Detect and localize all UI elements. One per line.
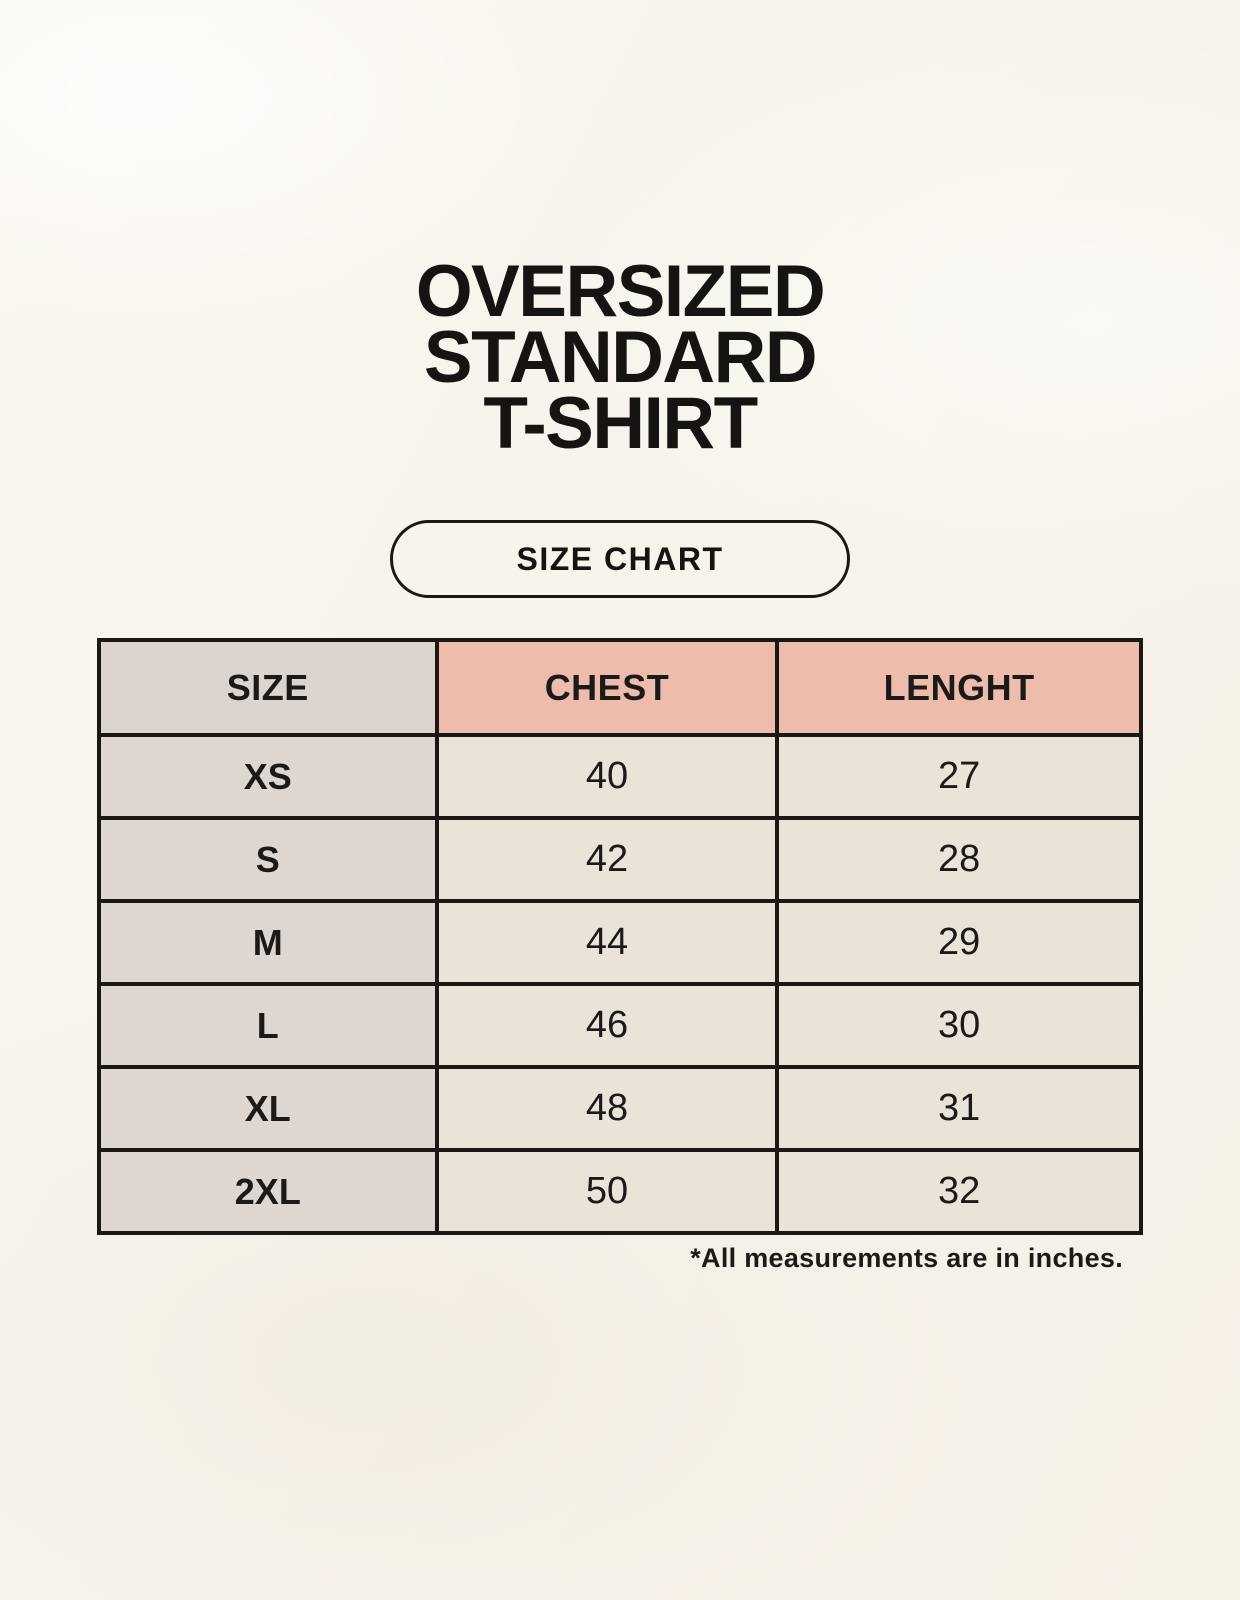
chest-cell: 48 [434, 1065, 780, 1152]
size-cell: XL [97, 1065, 439, 1152]
length-cell: 28 [775, 816, 1143, 903]
product-title: OVERSIZED STANDARD T-SHIRT [0, 251, 1240, 464]
size-cell: 2XL [97, 1148, 439, 1235]
table-row: L 46 30 [97, 982, 1143, 1069]
chest-cell: 42 [434, 816, 780, 903]
size-chart-badge: SIZE CHART [390, 520, 850, 598]
table-row: 2XL 50 32 [97, 1148, 1143, 1235]
size-table: SIZE CHEST LENGHT XS 40 27 S 42 28 M 44 … [97, 638, 1143, 1235]
product-title-line-2: STANDARD [423, 317, 818, 398]
length-cell: 32 [775, 1148, 1143, 1235]
size-cell: XS [97, 733, 439, 820]
table-row: M 44 29 [97, 899, 1143, 986]
header-size: SIZE [97, 638, 439, 737]
measurements-footnote: *All measurements are in inches. [690, 1243, 1123, 1273]
table-row: XL 48 31 [97, 1065, 1143, 1152]
length-cell: 30 [775, 982, 1143, 1069]
chest-cell: 40 [434, 733, 780, 820]
chest-cell: 46 [434, 982, 780, 1069]
length-cell: 27 [775, 733, 1143, 820]
product-title-line-1: OVERSIZED [415, 251, 826, 332]
header-chest: CHEST [434, 638, 780, 737]
size-cell: S [97, 816, 439, 903]
header-length: LENGHT [775, 638, 1143, 737]
table-row: XS 40 27 [97, 733, 1143, 820]
chest-cell: 50 [434, 1148, 780, 1235]
size-chart-badge-label: SIZE CHART [516, 540, 724, 577]
size-cell: M [97, 899, 439, 986]
chest-cell: 44 [434, 899, 780, 986]
size-cell: L [97, 982, 439, 1069]
table-row: S 42 28 [97, 816, 1143, 903]
length-cell: 29 [775, 899, 1143, 986]
length-cell: 31 [775, 1065, 1143, 1152]
table-header-row: SIZE CHEST LENGHT [97, 638, 1143, 737]
product-title-line-3: T-SHIRT [483, 383, 758, 464]
